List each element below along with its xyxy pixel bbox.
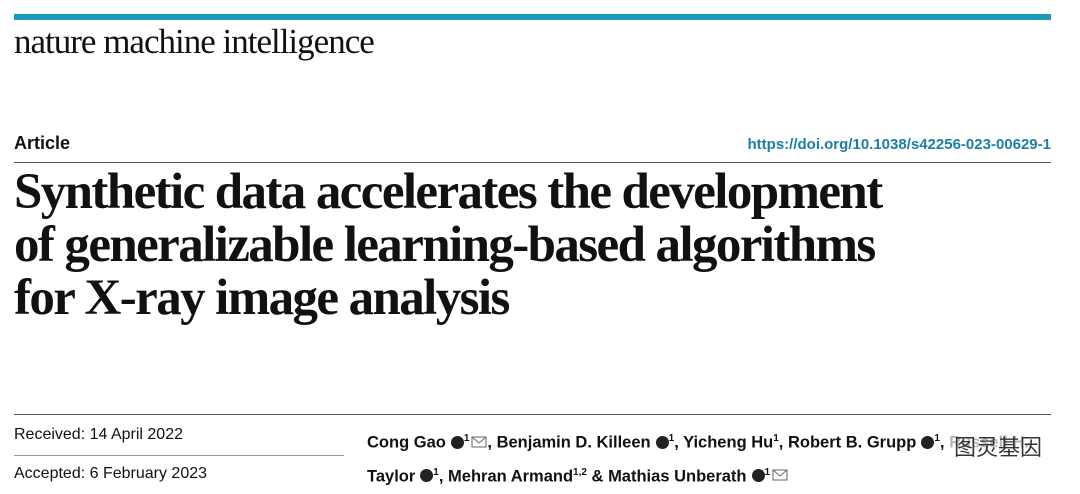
journal-name: nature machine intelligence <box>14 22 375 61</box>
accepted-date: Accepted: 6 February 2023 <box>14 465 208 482</box>
author-name[interactable]: Mathias Unberath <box>608 467 747 485</box>
author-name[interactable]: Mehran Armand <box>448 467 574 485</box>
orcid-icon[interactable] <box>751 469 765 482</box>
affiliation: 1 <box>433 466 439 478</box>
separator: , <box>939 433 945 452</box>
title-line: Synthetic data accelerates the developme… <box>14 164 883 220</box>
email-icon[interactable] <box>772 469 788 481</box>
affiliation: 1 <box>764 466 771 478</box>
top-bar <box>14 14 1051 20</box>
email-icon[interactable] <box>471 436 487 448</box>
divider <box>14 414 1051 415</box>
divider <box>14 162 1051 163</box>
orcid-icon[interactable] <box>921 435 935 449</box>
separator: , <box>778 433 784 452</box>
separator: , <box>487 433 492 452</box>
orcid-icon[interactable] <box>420 469 434 482</box>
separator: , <box>438 467 444 485</box>
separator: & <box>591 467 604 485</box>
received-date: Received: 14 April 2022 <box>14 426 183 443</box>
divider <box>14 455 344 456</box>
article-title: Synthetic data accelerates the developme… <box>14 164 883 326</box>
orcid-icon[interactable] <box>655 435 669 449</box>
title-line: of generalizable learning-based algorith… <box>14 217 876 273</box>
affiliation: 1 <box>773 433 779 444</box>
author-name[interactable]: Robert B. Grupp <box>787 433 917 452</box>
affiliation: 1 <box>463 433 470 444</box>
affiliation: 1,2 <box>573 466 587 478</box>
orcid-icon[interactable] <box>450 435 464 449</box>
author-name[interactable]: Yicheng Hu <box>683 433 774 452</box>
title-line: for X-ray image analysis <box>14 270 510 326</box>
author-name[interactable]: Benjamin D. Killeen <box>496 433 651 452</box>
affiliation: 1 <box>934 433 940 444</box>
affiliation: 1 <box>668 433 675 444</box>
article-type: Article <box>14 133 71 153</box>
doi-link[interactable]: https://doi.org/10.1038/s42256-023-00629… <box>747 136 1052 153</box>
author-name[interactable]: Cong Gao <box>367 433 446 452</box>
separator: , <box>674 433 679 452</box>
watermark: 图灵基因 <box>949 430 1046 462</box>
